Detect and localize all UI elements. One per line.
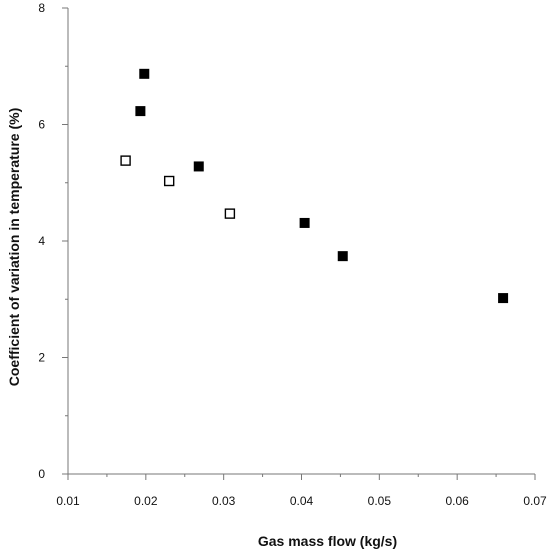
data-point-open-square [163, 175, 175, 187]
x-axis-title: Gas mass flow (kg/s) [258, 533, 397, 549]
tick-labels: 0.01 0.02 0.03 0.04 0.05 0.06 0.07 0 2 4 6 8 [38, 1, 547, 508]
data-point-filled-square [139, 68, 150, 79]
x-tick-label: 0.07 [523, 494, 547, 508]
axes [67, 8, 535, 475]
x-tick-label: 0.01 [56, 494, 80, 508]
x-tick-label: 0.04 [290, 494, 314, 508]
y-tick-label: 8 [38, 1, 45, 15]
data-points [120, 68, 509, 304]
x-tick-label: 0.06 [445, 494, 469, 508]
data-point-filled-square [337, 251, 348, 262]
x-tick-label: 0.02 [134, 494, 158, 508]
data-point-filled-square [193, 161, 204, 172]
data-point-open-square [224, 208, 236, 219]
y-tick-label: 4 [38, 234, 45, 248]
x-tick-label: 0.03 [212, 494, 236, 508]
x-tick-label: 0.05 [368, 494, 392, 508]
data-point-filled-square [299, 217, 310, 228]
y-tick-label: 0 [38, 467, 45, 481]
y-axis-title: Coefficient of variation in temperature … [6, 108, 22, 386]
data-point-filled-square [498, 293, 509, 304]
data-point-filled-square [135, 106, 146, 117]
y-tick-label: 2 [38, 351, 45, 365]
tick-marks [62, 7, 536, 480]
data-point-open-square [120, 155, 131, 166]
y-tick-label: 6 [38, 118, 45, 132]
